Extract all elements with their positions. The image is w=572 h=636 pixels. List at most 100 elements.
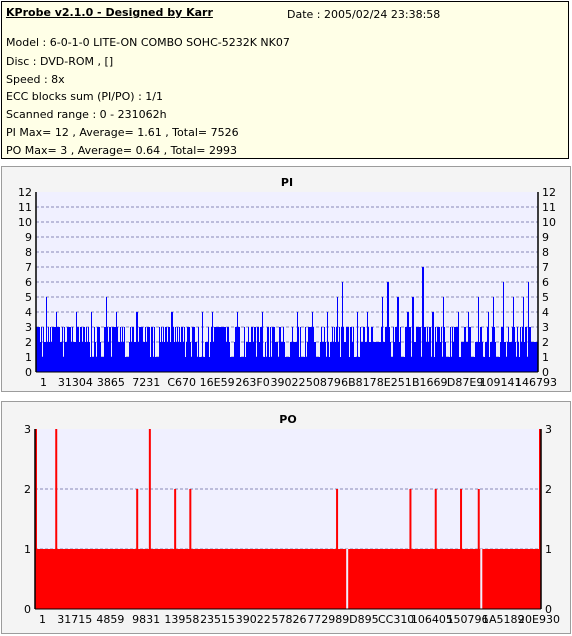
- pi-bar: [70, 327, 71, 372]
- pi-bar: [81, 327, 82, 372]
- pi-bar: [321, 327, 322, 372]
- pi-bar: [66, 342, 67, 372]
- y-tick-label-right: 1: [545, 543, 552, 556]
- pi-bar: [526, 327, 527, 372]
- pi-bar: [165, 327, 166, 372]
- pi-bar: [256, 357, 257, 372]
- pi-bar: [92, 357, 93, 372]
- pi-bar: [512, 327, 513, 372]
- pi-bar: [240, 357, 241, 372]
- pi-bar: [215, 327, 216, 372]
- pi-bar: [140, 327, 141, 372]
- pi-bar: [237, 312, 238, 372]
- po-spike: [35, 429, 37, 609]
- pi-bar: [389, 327, 390, 372]
- pi-bar: [72, 327, 73, 372]
- pi-bar: [353, 327, 354, 372]
- pi-bar: [277, 342, 278, 372]
- pi-bar: [429, 327, 430, 372]
- pi-bar: [106, 297, 107, 372]
- pi-bar: [375, 342, 376, 372]
- pi-bar: [147, 327, 148, 372]
- pi-bar: [313, 327, 314, 372]
- pi-bar: [163, 327, 164, 372]
- y-tick-label-left: 3: [25, 321, 32, 334]
- pi-bar: [330, 342, 331, 372]
- pi-bar: [430, 327, 431, 372]
- pi-bar: [291, 342, 292, 372]
- pi-bar: [83, 327, 84, 372]
- pi-bar: [73, 342, 74, 372]
- pi-bar: [516, 357, 517, 372]
- pi-bar: [365, 342, 366, 372]
- y-tick-label-right: 0: [542, 366, 549, 379]
- po-gap: [346, 549, 349, 609]
- pi-bar: [493, 297, 494, 372]
- y-tick-label-right: 5: [542, 291, 549, 304]
- pi-bar: [462, 342, 463, 372]
- pi-bar: [261, 327, 262, 372]
- pi-bar: [324, 327, 325, 372]
- pi-bar: [477, 342, 478, 372]
- pi-bar: [520, 327, 521, 372]
- pi-bar: [427, 327, 428, 372]
- po-chart-panel: PO 0 0 1 1 2 2 3 3 1 31715 4859 9831 13958 23515 39022 5…: [1, 401, 571, 634]
- pi-bar: [78, 327, 79, 372]
- pi-bar: [101, 357, 102, 372]
- pi-bar: [244, 327, 245, 372]
- y-tick-label-left: 11: [18, 201, 32, 214]
- pi-bar: [39, 327, 40, 372]
- pi-bar: [421, 357, 422, 372]
- pi-bar: [444, 327, 445, 372]
- range-line: Scanned range : 0 - 231062h: [6, 108, 167, 121]
- pi-bar: [95, 342, 96, 372]
- pi-bar: [390, 342, 391, 372]
- pi-bar: [234, 342, 235, 372]
- y-tick-label-left: 0: [25, 366, 32, 379]
- pi-bar: [250, 342, 251, 372]
- pi-bar: [54, 327, 55, 372]
- pi-bar: [360, 327, 361, 372]
- y-tick-label-right: 3: [545, 423, 552, 436]
- pi-bar: [443, 297, 444, 372]
- pi-bar: [508, 327, 509, 372]
- y-tick-label-left: 0: [24, 603, 31, 616]
- pi-bar: [141, 327, 142, 372]
- x-tick-label: 39022: [271, 376, 306, 389]
- pi-bar: [411, 357, 412, 372]
- pi-bar: [523, 297, 524, 372]
- x-tick-label: 77298: [307, 613, 342, 626]
- x-tick-label: 20E930: [518, 613, 560, 626]
- pi-bar: [262, 312, 263, 372]
- pi-bar: [160, 342, 161, 372]
- pi-bar: [514, 327, 515, 372]
- pi-bar: [167, 342, 168, 372]
- pi-bar: [487, 327, 488, 372]
- pi-bar: [107, 327, 108, 372]
- pi-bar: [369, 342, 370, 372]
- pi-bar: [483, 357, 484, 372]
- pi-bar: [373, 342, 374, 372]
- y-tick-label-left: 12: [18, 186, 32, 199]
- pi-bar: [46, 297, 47, 372]
- pi-bar: [379, 342, 380, 372]
- pi-bar: [157, 357, 158, 372]
- pi-bar: [410, 327, 411, 372]
- pi-bar: [177, 327, 178, 372]
- pi-bar: [207, 342, 208, 372]
- pi-bar: [88, 327, 89, 372]
- x-tick-label: 6B817: [341, 376, 377, 389]
- po-spike: [460, 489, 463, 609]
- pi-bar: [169, 327, 170, 372]
- pi-bar: [236, 327, 237, 372]
- pi-bar: [465, 327, 466, 372]
- pi-bar: [74, 342, 75, 372]
- pi-bar: [416, 327, 417, 372]
- pi-bar: [455, 327, 456, 372]
- po-spike: [189, 489, 192, 609]
- pi-bar: [507, 342, 508, 372]
- pi-bar: [498, 357, 499, 372]
- pi-bar: [499, 357, 500, 372]
- pi-bar: [286, 357, 287, 372]
